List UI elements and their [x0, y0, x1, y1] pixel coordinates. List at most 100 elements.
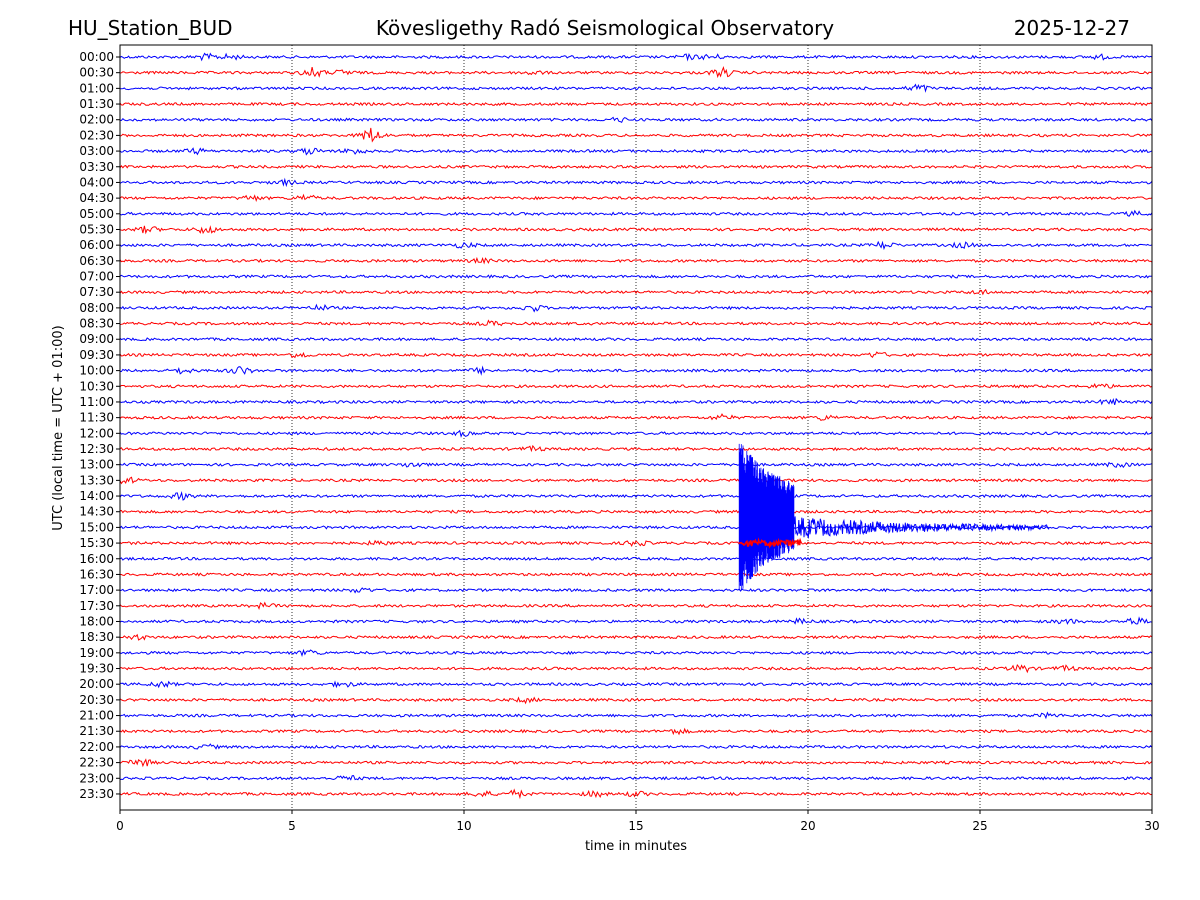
y-tick-label: 02:30 — [79, 128, 114, 142]
trace-1730 — [119, 601, 1153, 610]
y-tick-label: 16:30 — [79, 567, 114, 581]
y-tick-label: 20:00 — [79, 677, 114, 691]
trace-1130 — [119, 413, 1153, 422]
trace-1300 — [119, 461, 1153, 469]
trace-2100 — [119, 711, 1153, 720]
y-tick-label: 10:00 — [79, 364, 114, 378]
trace-2230 — [119, 758, 1153, 768]
trace-0630 — [119, 256, 1153, 265]
y-tick-label: 08:00 — [79, 301, 114, 315]
trace-1930 — [119, 663, 1153, 674]
y-tick-label: 19:00 — [79, 646, 114, 660]
trace-0700 — [119, 274, 1153, 279]
trace-0200 — [119, 116, 1153, 123]
y-tick-label: 00:30 — [79, 66, 114, 80]
y-tick-label: 07:30 — [79, 285, 114, 299]
event-red-segment — [738, 537, 802, 549]
y-tick-label: 22:00 — [79, 740, 114, 754]
y-tick-label: 03:30 — [79, 160, 114, 174]
trace-0100 — [119, 83, 1153, 93]
y-tick-label: 23:30 — [79, 787, 114, 801]
trace-2030 — [119, 696, 1153, 705]
event-spikes — [738, 443, 795, 591]
observatory-title: Kövesligethy Radó Seismological Observat… — [376, 16, 834, 40]
trace-0600 — [119, 240, 1153, 251]
trace-0900 — [119, 337, 1153, 342]
y-tick-label: 12:00 — [79, 426, 114, 440]
y-tick-label: 19:30 — [79, 662, 114, 676]
trace-1900 — [119, 648, 1153, 657]
y-tick-label: 17:00 — [79, 583, 114, 597]
y-tick-label: 04:00 — [79, 175, 114, 189]
y-tick-label: 10:30 — [79, 379, 114, 393]
y-tick-label: 13:30 — [79, 473, 114, 487]
y-tick-label: 21:30 — [79, 724, 114, 738]
trace-1430 — [119, 509, 1153, 514]
trace-0830 — [119, 319, 1153, 327]
trace-1530 — [119, 539, 1153, 548]
station-title: HU_Station_BUD — [68, 16, 233, 40]
vertical-gridlines — [291, 45, 981, 810]
trace-0430 — [119, 193, 1153, 203]
trace-0300 — [119, 147, 1153, 156]
x-tick-label: 20 — [800, 819, 815, 833]
trace-2130 — [119, 727, 1153, 736]
trace-1100 — [119, 397, 1153, 406]
y-tick-label: 01:30 — [79, 97, 114, 111]
x-tick-label: 5 — [288, 819, 296, 833]
y-tick-label: 05:00 — [79, 207, 114, 221]
trace-1000 — [119, 365, 1153, 376]
trace-2200 — [119, 743, 1153, 750]
x-tick-label: 30 — [1144, 819, 1159, 833]
trace-1800 — [119, 616, 1153, 625]
trace-0000 — [119, 52, 1153, 62]
y-tick-label: 06:00 — [79, 238, 114, 252]
trace-0400 — [119, 177, 1153, 188]
y-tick-label: 00:00 — [79, 50, 114, 64]
earthquake-event — [738, 443, 1050, 591]
y-tick-label: 08:30 — [79, 317, 114, 331]
y-tick-label: 06:30 — [79, 254, 114, 268]
trace-1600 — [119, 556, 1152, 561]
y-tick-label: 14:00 — [79, 489, 114, 503]
trace-0230 — [119, 127, 1153, 143]
y-tick-label: 03:00 — [79, 144, 114, 158]
event-coda — [752, 514, 1050, 544]
x-tick-label: 25 — [972, 819, 987, 833]
y-tick-label: 11:00 — [79, 395, 114, 409]
seismic-traces — [119, 52, 1153, 800]
trace-0800 — [119, 303, 1153, 313]
y-tick-label: 20:30 — [79, 693, 114, 707]
x-tick-label: 10 — [456, 819, 471, 833]
y-tick-label: 12:30 — [79, 442, 114, 456]
x-axis-label: time in minutes — [585, 839, 687, 854]
trace-2000 — [119, 680, 1153, 689]
y-tick-label: 22:30 — [79, 756, 114, 770]
trace-1630 — [120, 572, 1153, 577]
trace-1030 — [119, 383, 1153, 389]
y-tick-label: 02:00 — [79, 113, 114, 127]
y-tick-label: 01:00 — [79, 81, 114, 95]
trace-1400 — [119, 491, 1153, 501]
trace-1830 — [119, 633, 1153, 641]
y-tick-label: 18:30 — [79, 630, 114, 644]
y-tick-label: 23:00 — [79, 771, 114, 785]
trace-0500 — [119, 209, 1153, 217]
y-tick-label: 18:00 — [79, 614, 114, 628]
trace-0930 — [119, 351, 1153, 359]
y-tick-label: 09:30 — [79, 348, 114, 362]
y-tick-label: 11:30 — [79, 411, 114, 425]
y-tick-label: 04:30 — [79, 191, 114, 205]
y-tick-label: 17:30 — [79, 599, 114, 613]
trace-1330 — [119, 476, 1153, 485]
trace-0030 — [119, 66, 1153, 79]
trace-2300 — [119, 775, 1153, 781]
y-tick-label: 16:00 — [79, 552, 114, 566]
trace-1200 — [119, 429, 1153, 438]
y-tick-label: 21:00 — [79, 709, 114, 723]
y-tick-label: 05:30 — [79, 222, 114, 236]
trace-0130 — [119, 101, 1153, 107]
trace-1700 — [119, 587, 1153, 594]
